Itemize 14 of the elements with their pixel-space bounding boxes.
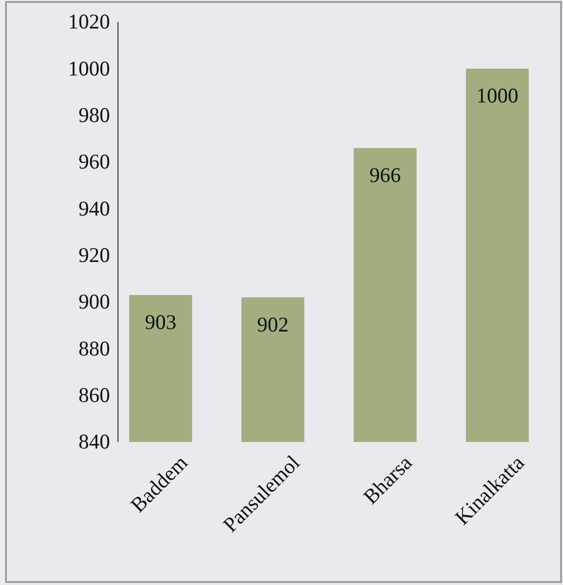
data-label: 966	[369, 163, 401, 187]
y-tick-label: 840	[78, 430, 110, 454]
y-tick-label: 940	[78, 196, 110, 220]
data-label: 902	[257, 312, 289, 336]
y-tick-label: 880	[78, 336, 110, 360]
y-tick-label: 920	[78, 243, 110, 268]
y-tick-label: 1000	[68, 56, 110, 80]
data-label: 1000	[476, 84, 518, 108]
y-tick-label: 980	[78, 103, 110, 128]
y-tick-label: 1020	[68, 10, 110, 34]
y-tick-label: 960	[78, 150, 110, 174]
y-tick-label: 860	[78, 383, 110, 408]
y-tick-label: 900	[78, 290, 110, 314]
data-label: 903	[144, 310, 176, 334]
